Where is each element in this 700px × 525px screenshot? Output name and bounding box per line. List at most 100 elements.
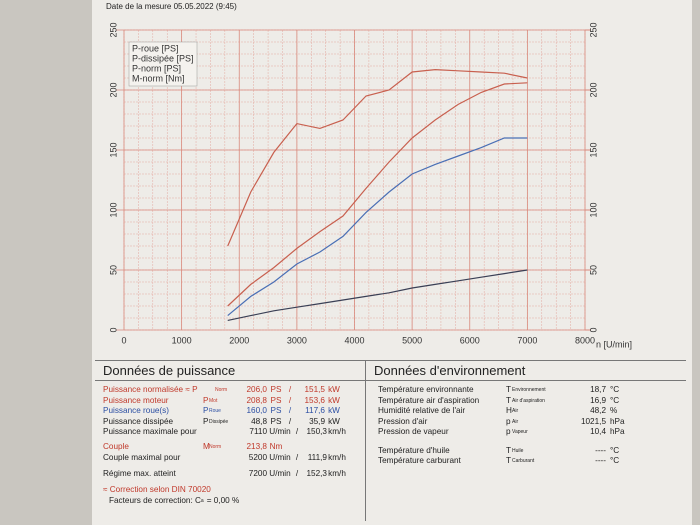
power-row: Couple maximal pour 5200 U/min / 111,9 km/h (103, 453, 357, 464)
cell: 35,9 (309, 416, 325, 426)
symbol-sub: Air (512, 408, 519, 414)
cell: PS (270, 406, 282, 415)
row-label: Humidité relative de l'air (378, 406, 466, 415)
cell: 160,0 (246, 406, 268, 415)
cell: 153,6 (304, 395, 326, 405)
row-label: Température air d'aspiration (378, 395, 480, 405)
cell: 18,7 (590, 385, 606, 394)
cell: 111,9 (307, 453, 327, 462)
cell: km/h (328, 427, 346, 436)
power-panel: Données de puissance Puissance normalisée… (95, 360, 366, 521)
cell: % (610, 406, 618, 415)
cell: 117,6 (305, 406, 325, 415)
x-tick-label: 8000 (575, 335, 595, 345)
cell: U/min (269, 453, 291, 462)
symbol-sub: Norm (215, 387, 228, 393)
cell: / (295, 468, 299, 478)
row-label: Couple maximal pour (103, 453, 181, 462)
x-tick-label: 3000 (287, 335, 307, 345)
cell: kW (328, 385, 340, 394)
symbol-sub: Carburant (512, 458, 535, 464)
y2-tick-label: 250 (588, 22, 598, 37)
cell: hPa (610, 427, 625, 436)
cell: 16,9 (590, 395, 606, 405)
cell: kW (328, 406, 340, 415)
row-label: Couple (103, 441, 129, 451)
x-tick-label: 4000 (344, 335, 364, 345)
y2-tick-label: 100 (588, 202, 598, 217)
cell: 48,8 (251, 416, 267, 426)
cell: / (295, 427, 299, 436)
row-label: Régime max. atteint (103, 468, 176, 478)
row-label: Puissance moteur (103, 395, 169, 405)
symbol: p (506, 427, 511, 436)
series-line (227, 82, 528, 307)
legend-entry: M-norm [Nm] (132, 73, 185, 83)
environment-row: Pression de vapeur p Vapeur 10,4 hPa (378, 427, 674, 438)
cell: °C (610, 445, 620, 455)
environment-row: Humidité relative de l'air H Air 48,2% (378, 406, 674, 417)
y-tick-label: 250 (108, 22, 118, 37)
x-tick-label: 6000 (460, 335, 480, 345)
symbol-sub: Air (512, 418, 519, 425)
row-label: Température environnante (378, 385, 474, 394)
cell: U/min (269, 427, 291, 436)
environment-row: Température environnante T Environnement 18… (378, 385, 674, 396)
x-tick-label: 5000 (402, 335, 422, 345)
y-tick-label: 200 (108, 82, 118, 97)
row-label: Puissance normalisée ≈ P (103, 385, 198, 394)
power-row: Puissance roue(s) P Roue 160,0 PS / 117,6 kW (103, 406, 357, 417)
cell: hPa (610, 416, 625, 426)
cell: PS (270, 416, 282, 426)
cell: U/min (269, 468, 291, 478)
row-label: Facteurs de correction: C (109, 495, 201, 505)
cell: °C (610, 395, 620, 405)
legend-entry: P-norm [PS] (132, 63, 181, 73)
symbol-sub: a (200, 497, 204, 504)
cell: km/h (328, 468, 346, 478)
cell: = 0,00 % (206, 495, 240, 505)
panel-title: Données de puissance (95, 361, 365, 381)
row-label: Pression de vapeur (378, 427, 449, 436)
cell: °C (610, 456, 620, 465)
y2-tick-label: 0 (588, 327, 598, 332)
cell: / (288, 416, 292, 426)
symbol: p (506, 416, 511, 426)
environment-rows: Température environnante T Environnement 18… (366, 381, 686, 471)
cell: 151,5 (304, 385, 326, 394)
x-axis-label: n [U/min] (596, 339, 632, 349)
row-label: Puissance roue(s) (103, 406, 169, 415)
x-tick-label: 2000 (229, 335, 249, 345)
cell: PS (270, 395, 282, 405)
cell: 206,0 (246, 385, 268, 394)
y2-tick-label: 50 (588, 265, 598, 275)
environment-row: Température air d'aspiration T Air d'aspir… (378, 396, 674, 407)
cell: °C (610, 385, 620, 394)
environment-row: Pression d'air p Air 1021,5 hPa (378, 417, 674, 428)
x-tick-label: 1000 (172, 335, 192, 345)
y2-tick-label: 150 (588, 142, 598, 157)
y-tick-label: 100 (108, 202, 118, 217)
symbol: H (506, 406, 512, 415)
cell: Nm (269, 441, 283, 451)
row-label: ≈ Correction selon DIN 70020 (103, 485, 211, 494)
symbol: P (203, 406, 209, 415)
symbol: T (506, 395, 512, 405)
legend-box (128, 41, 198, 87)
cell: / (295, 453, 299, 462)
row-label: Puissance dissipée (103, 416, 174, 426)
symbol-sub: Dissipée (209, 418, 229, 425)
cell: kW (328, 416, 340, 426)
series-line (227, 269, 528, 321)
cell: / (288, 406, 292, 415)
environment-row: Température carburant T Carburant ---- °C (378, 456, 674, 467)
symbol-sub: Mot (209, 397, 218, 404)
legend-entry: P-dissipée [PS] (132, 53, 194, 63)
chart: 0 1000 2000 3000 4000 5000 6000 7000 80000501001… (108, 22, 632, 349)
cell: 48,2 (590, 406, 606, 415)
cell: 7110 (249, 427, 267, 436)
power-row: Régime max. atteint 7200 U/min / 152,3 km/h (103, 469, 357, 480)
symbol-sub: Norm (209, 443, 222, 450)
x-tick-label: 7000 (517, 335, 537, 345)
